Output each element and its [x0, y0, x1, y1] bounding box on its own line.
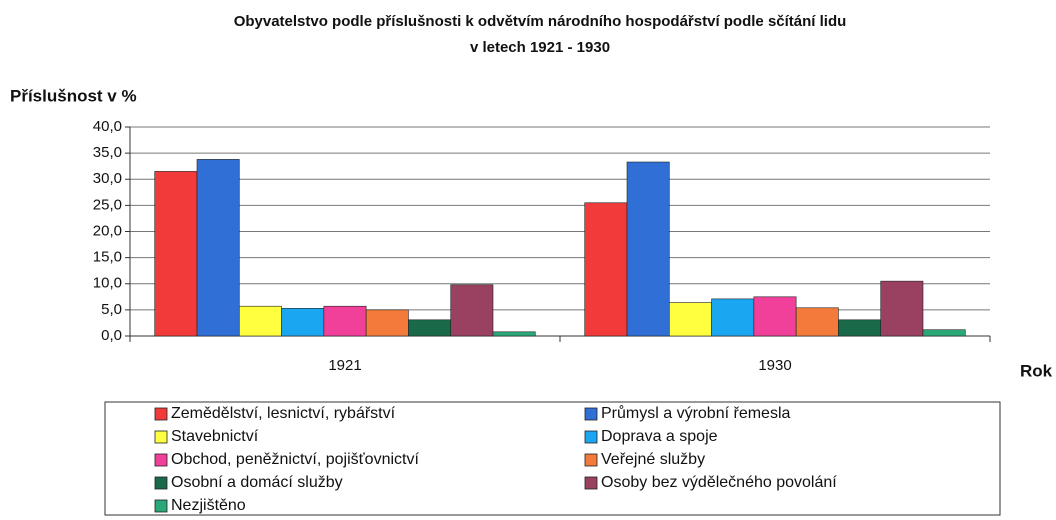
- legend-swatch: [584, 453, 598, 467]
- legend-label: Stavebnictví: [171, 428, 259, 445]
- y-tick-label: 15,0: [93, 249, 122, 266]
- bar: [238, 305, 282, 337]
- legend-label: Osobní a domácí služby: [171, 474, 343, 491]
- y-axis-label: Příslušnost v %: [10, 86, 137, 105]
- legend-swatch: [154, 453, 168, 467]
- y-tick-label: 0,0: [101, 327, 122, 344]
- legend-swatch: [584, 476, 598, 490]
- y-tick-label: 30,0: [93, 170, 122, 187]
- y-tick-label: 20,0: [93, 222, 122, 239]
- bar: [584, 202, 628, 337]
- legend-label: Veřejné služby: [601, 451, 705, 468]
- bar: [154, 171, 198, 337]
- bar: [838, 319, 882, 337]
- bar: [922, 329, 966, 337]
- legend-label: Zemědělství, lesnictví, rybářství: [171, 405, 396, 422]
- y-tick-label: 25,0: [93, 196, 122, 213]
- legend-label: Obchod, peněžnictví, pojišťovnictví: [171, 451, 419, 468]
- bar: [408, 319, 452, 337]
- legend-label: Doprava a spoje: [601, 428, 718, 445]
- bar: [753, 296, 797, 337]
- y-tick-label: 10,0: [93, 275, 122, 292]
- legend-box: [104, 401, 1001, 516]
- legend-swatch: [154, 476, 168, 490]
- x-tick-label: 1930: [758, 357, 791, 374]
- y-tick-label: 5,0: [101, 301, 122, 318]
- bar: [668, 302, 712, 337]
- bar: [711, 298, 755, 337]
- bar: [323, 305, 367, 337]
- bar: [365, 309, 409, 337]
- x-axis-label: Rok: [1020, 361, 1053, 380]
- legend-swatch: [584, 430, 598, 444]
- chart-title: Obyvatelstvo podle příslušnosti k odvětv…: [234, 13, 847, 30]
- legend-swatch: [154, 430, 168, 444]
- bar: [492, 331, 536, 337]
- legend-swatch: [584, 407, 598, 421]
- legend-label: Osoby bez výdělečného povolání: [601, 474, 837, 491]
- legend-label: Průmysl a výrobní řemesla: [601, 404, 790, 422]
- bar: [196, 159, 240, 337]
- y-tick-label: 40,0: [93, 118, 122, 135]
- legend-swatch: [154, 407, 168, 421]
- legend-swatch: [154, 499, 168, 513]
- y-tick-label: 35,0: [93, 144, 122, 161]
- bar: [626, 161, 670, 337]
- legend-label: Nezjištěno: [171, 497, 246, 514]
- bar: [880, 280, 924, 337]
- bar: [281, 308, 325, 337]
- chart-subtitle: v letech 1921 - 1930: [470, 39, 610, 56]
- bar: [450, 284, 494, 337]
- bar: [795, 307, 839, 337]
- x-tick-label: 1921: [328, 357, 361, 374]
